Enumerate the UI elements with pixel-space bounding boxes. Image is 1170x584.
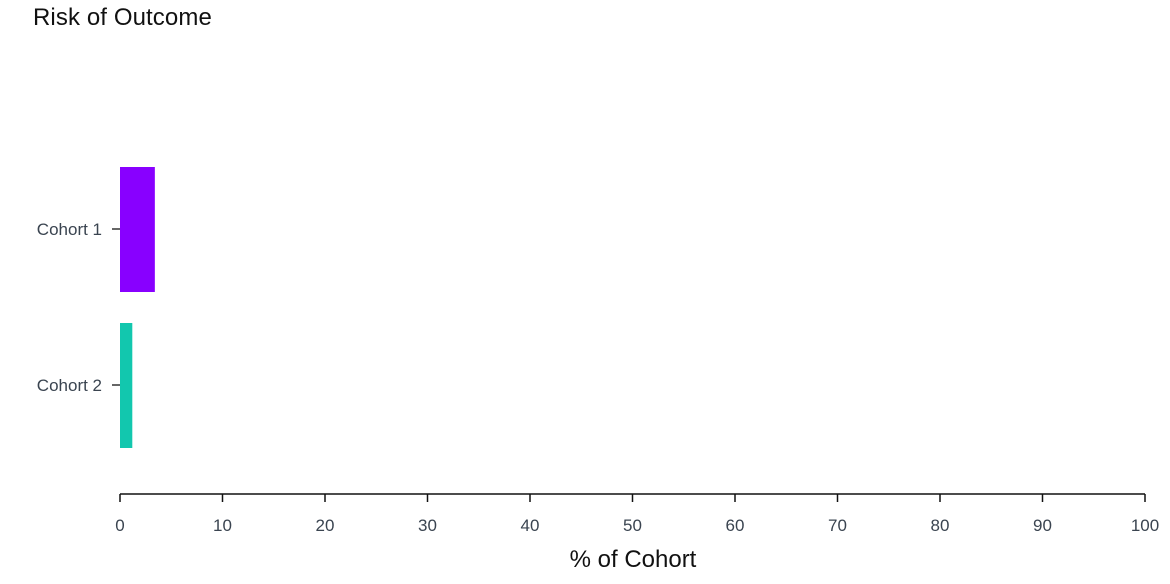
- bar-cohort-1: [120, 167, 155, 292]
- chart-title: Risk of Outcome: [33, 4, 212, 31]
- x-tick-label: 40: [521, 516, 540, 535]
- y-tick-label: Cohort 2: [37, 376, 102, 395]
- x-tick-label: 20: [316, 516, 335, 535]
- x-tick-label: 0: [115, 516, 124, 535]
- y-axis: Cohort 1 Cohort 2: [37, 220, 120, 395]
- x-tick-label: 90: [1033, 516, 1052, 535]
- x-tick-label: 50: [623, 516, 642, 535]
- x-tick-label: 30: [418, 516, 437, 535]
- x-axis-title: % of Cohort: [570, 546, 697, 573]
- x-tick-label: 70: [828, 516, 847, 535]
- x-tick-label: 100: [1131, 516, 1159, 535]
- x-tick-label: 60: [726, 516, 745, 535]
- y-tick-label: Cohort 1: [37, 220, 102, 239]
- bar-cohort-2: [120, 323, 133, 448]
- bars-group: [120, 167, 155, 448]
- x-tick-label: 10: [213, 516, 232, 535]
- x-tick-label: 80: [931, 516, 950, 535]
- x-axis: 0 10 20 30 40 50 60 70 80 90 100: [115, 493, 1159, 535]
